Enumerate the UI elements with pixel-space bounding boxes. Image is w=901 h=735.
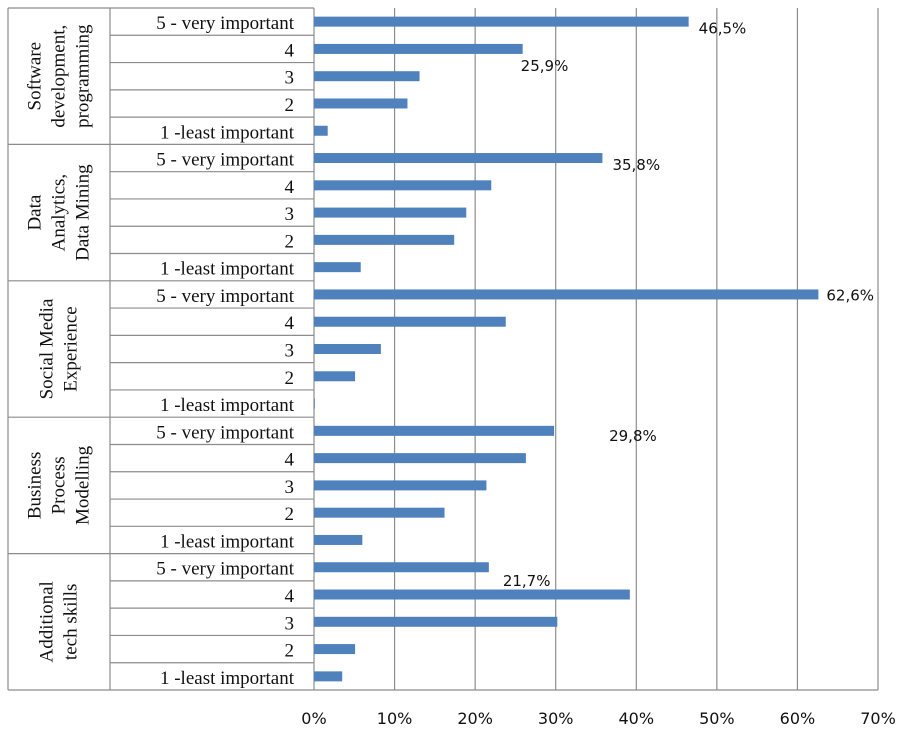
category-label: 4 [285,313,295,334]
bar [314,98,408,109]
x-tick-label: 0% [301,709,326,728]
group-label: Data Mining [73,164,94,261]
category-label: 1 -least important [160,259,295,280]
bar [314,125,328,136]
bar [314,180,492,191]
bar [314,644,356,655]
data-label: 35,8% [612,156,660,174]
x-tick-label: 20% [457,709,493,728]
bar [314,234,455,245]
group-label: Software [25,42,46,111]
x-tick-label: 50% [699,709,735,728]
group-label: Additional [37,581,58,662]
category-label: 2 [285,641,295,662]
bar [314,425,555,436]
group-label: development, [49,25,70,128]
category-label: 1 -least important [160,668,295,689]
bar [314,153,603,164]
x-tick-label: 40% [619,709,655,728]
category-label: 2 [285,368,295,389]
category-label: 3 [285,204,295,225]
group-label: tech skills [61,584,82,661]
category-label: 4 [285,450,295,471]
group-label: Modelling [73,445,94,525]
category-label: 5 - very important [156,13,294,34]
category-label: 5 - very important [156,286,294,307]
data-label: 21,7% [503,572,551,590]
category-label: 2 [285,504,295,525]
bar [314,371,356,382]
x-tick-label: 10% [377,709,413,728]
x-tick-label: 30% [538,709,574,728]
bar [314,207,467,218]
bar [314,507,445,518]
bar [314,43,523,54]
data-label: 62,6% [826,286,874,304]
group-label: Business [25,452,46,520]
category-label: 2 [285,231,295,252]
category-label: 3 [285,477,295,498]
bar [314,316,506,327]
bar [314,453,526,464]
bar [314,71,420,82]
group-label: Experience [61,306,82,391]
group-label: Social Media [37,298,58,399]
data-label: 25,9% [521,57,569,75]
group-label: Analytics, [49,174,70,252]
category-label: 1 -least important [160,395,295,416]
bar [314,344,381,354]
category-label: 5 - very important [156,150,294,171]
category-label: 4 [285,40,295,61]
bar [314,289,819,300]
bar [314,398,315,409]
group-label: Data [25,194,46,230]
category-label: 2 [285,95,295,116]
x-tick-label: 60% [780,709,816,728]
data-label: 46,5% [699,20,747,38]
bar [314,671,343,682]
bar [314,480,487,491]
bar [314,16,689,27]
category-label: 3 [285,341,295,362]
category-label: 1 -least important [160,122,295,143]
category-label: 5 - very important [156,559,294,580]
category-label: 4 [285,177,295,198]
data-label: 29,8% [609,427,657,445]
bar [314,589,630,600]
bar [314,562,489,573]
category-label: 3 [285,613,295,634]
x-tick-label: 70% [860,709,896,728]
group-label: Process [49,456,70,514]
category-label: 1 -least important [160,531,295,552]
group-label: programming [73,24,94,128]
bar [314,534,363,545]
category-label: 3 [285,68,295,89]
bar [314,262,361,273]
category-label: 4 [285,586,295,607]
category-label: 5 - very important [156,422,294,443]
bar [314,616,558,627]
